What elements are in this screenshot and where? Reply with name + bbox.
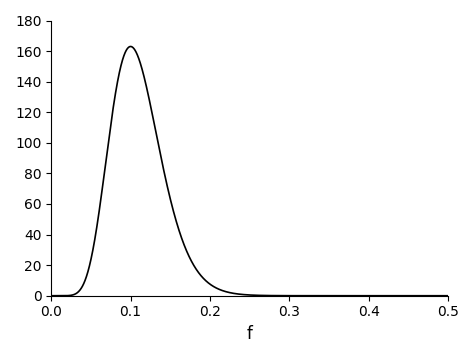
X-axis label: f: f [246,325,253,343]
